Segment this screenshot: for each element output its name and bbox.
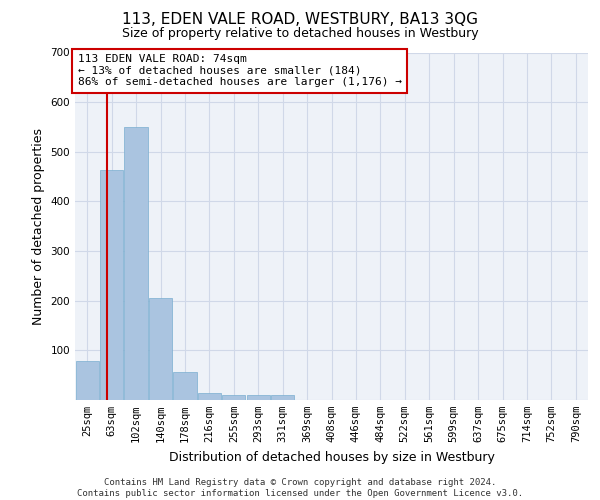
Bar [100,170,123,400]
Text: Contains HM Land Registry data © Crown copyright and database right 2024.
Contai: Contains HM Land Registry data © Crown c… [77,478,523,498]
Y-axis label: Number of detached properties: Number of detached properties [32,128,45,325]
Bar [149,298,172,400]
Text: Size of property relative to detached houses in Westbury: Size of property relative to detached ho… [122,28,478,40]
Bar [271,395,294,400]
Text: 113, EDEN VALE ROAD, WESTBURY, BA13 3QG: 113, EDEN VALE ROAD, WESTBURY, BA13 3QG [122,12,478,28]
Bar [173,372,197,400]
Bar [222,395,245,400]
Text: 113 EDEN VALE ROAD: 74sqm
← 13% of detached houses are smaller (184)
86% of semi: 113 EDEN VALE ROAD: 74sqm ← 13% of detac… [77,54,401,88]
Bar [76,362,99,400]
Bar [124,127,148,400]
Bar [247,395,270,400]
X-axis label: Distribution of detached houses by size in Westbury: Distribution of detached houses by size … [169,450,494,464]
Bar [198,392,221,400]
